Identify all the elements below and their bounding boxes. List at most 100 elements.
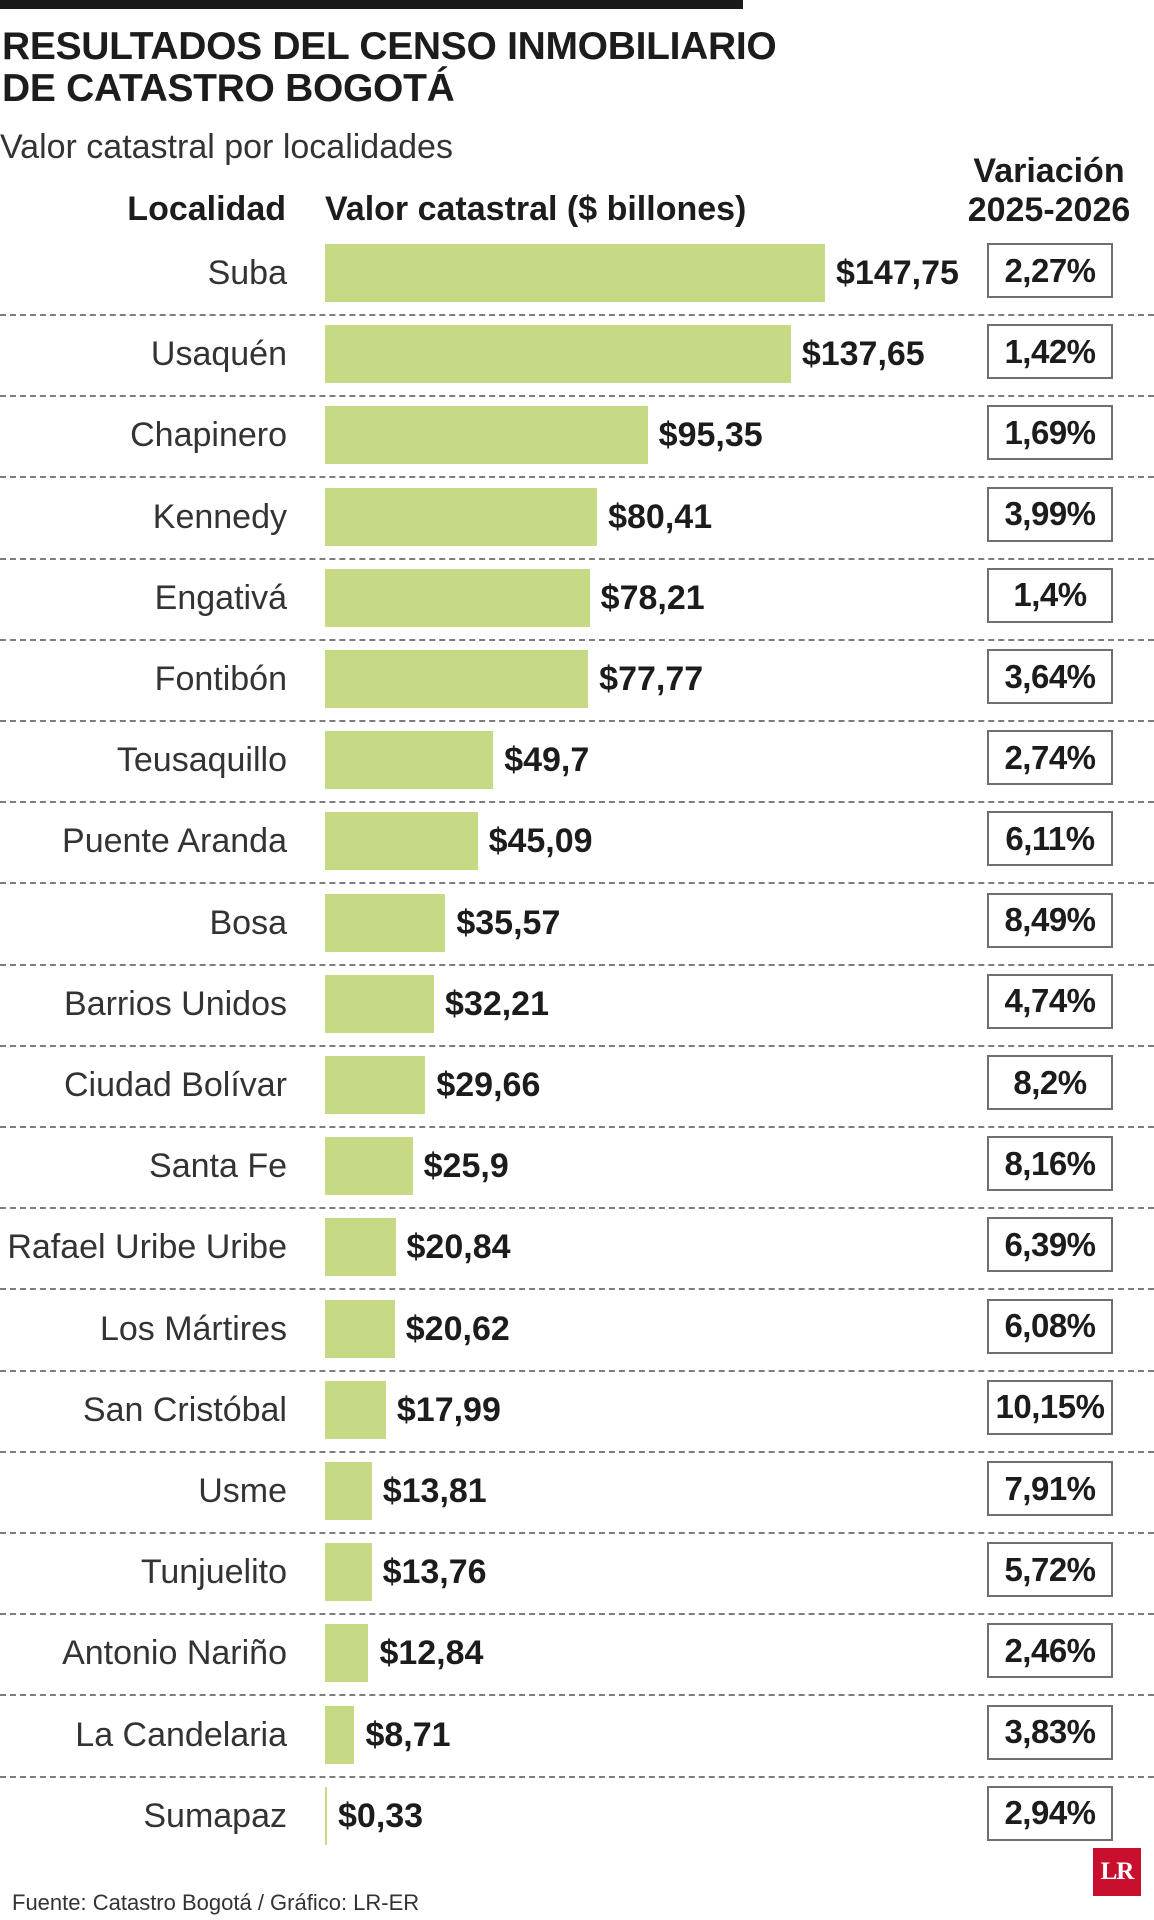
value-bar bbox=[325, 1137, 413, 1196]
value-bar bbox=[325, 325, 791, 384]
value-label: $77,77 bbox=[599, 660, 704, 698]
chart-title-line-1: RESULTADOS DEL CENSO INMOBILIARIO bbox=[2, 25, 777, 68]
chart-row: Kennedy $80,41 3,99% bbox=[0, 486, 1154, 569]
locality-label: Ciudad Bolívar bbox=[63, 1066, 287, 1104]
locality-label: Fontibón bbox=[154, 660, 287, 698]
value-bar bbox=[325, 1786, 327, 1845]
row-divider bbox=[0, 882, 1154, 885]
locality-label: Antonio Nariño bbox=[62, 1634, 287, 1673]
chart-title: RESULTADOS DEL CENSO INMOBILIARIO DE CAT… bbox=[2, 26, 902, 110]
variation-badge: 1,69% bbox=[987, 405, 1113, 461]
variation-badge: 10,15% bbox=[987, 1379, 1113, 1435]
variation-badge: 6,08% bbox=[987, 1298, 1113, 1354]
value-bar bbox=[325, 1462, 372, 1520]
chart-row: Fontibón $77,77 3,64% bbox=[0, 649, 1154, 731]
value-label: $49,7 bbox=[504, 741, 590, 780]
row-divider bbox=[0, 1450, 1154, 1453]
locality-label: Teusaquillo bbox=[116, 741, 287, 780]
value-bar bbox=[325, 650, 589, 708]
value-label: $0,33 bbox=[338, 1796, 424, 1835]
locality-label: Suba bbox=[207, 254, 287, 292]
value-label: $12,84 bbox=[379, 1634, 484, 1673]
row-divider bbox=[0, 720, 1154, 722]
value-bar bbox=[325, 1624, 369, 1683]
locality-label: Usme bbox=[198, 1472, 287, 1510]
row-divider bbox=[0, 963, 1154, 966]
value-bar bbox=[325, 1056, 426, 1114]
source-note: Fuente: Catastro Bogotá / Gráfico: LR-ER bbox=[12, 1890, 420, 1915]
value-label: $137,65 bbox=[801, 335, 925, 374]
variation-badge: 5,72% bbox=[987, 1542, 1113, 1598]
value-label: $20,62 bbox=[405, 1309, 510, 1348]
value-label: $8,71 bbox=[365, 1715, 451, 1754]
value-bar bbox=[325, 568, 590, 627]
locality-label: Usaquén bbox=[150, 335, 287, 374]
value-label: $147,75 bbox=[836, 254, 959, 292]
chart-row: Usaquén $137,65 1,42% bbox=[0, 324, 1154, 406]
value-label: $32,21 bbox=[445, 984, 549, 1023]
value-label: $45,09 bbox=[488, 822, 593, 861]
chart-row: San Cristóbal $17,99 10,15% bbox=[0, 1379, 1154, 1462]
value-bar bbox=[325, 812, 478, 871]
value-bar bbox=[325, 974, 434, 1033]
value-bar bbox=[325, 1543, 372, 1602]
chart-row: Santa Fe $25,9 8,16% bbox=[0, 1136, 1154, 1218]
row-divider bbox=[0, 1288, 1154, 1291]
locality-label: Chapinero bbox=[130, 416, 287, 455]
chart-row: Teusaquillo $49,7 2,74% bbox=[0, 730, 1154, 812]
row-divider bbox=[0, 801, 1154, 804]
variation-badge: 3,64% bbox=[987, 649, 1113, 704]
row-divider bbox=[0, 1694, 1154, 1697]
row-divider bbox=[0, 1207, 1154, 1210]
value-bar bbox=[325, 244, 825, 302]
chart-row: Antonio Nariño $12,84 2,46% bbox=[0, 1623, 1154, 1705]
row-divider bbox=[0, 395, 1154, 398]
value-bar bbox=[325, 731, 494, 790]
variation-column-header: Variación 2025-2026 bbox=[948, 152, 1150, 230]
chart-row: La Candelaria $8,71 3,83% bbox=[0, 1704, 1154, 1787]
row-divider bbox=[0, 1126, 1154, 1128]
row-divider bbox=[0, 1775, 1154, 1778]
chart-row: Ciudad Bolívar $29,66 8,2% bbox=[0, 1055, 1154, 1137]
value-label: $29,66 bbox=[436, 1066, 541, 1104]
value-label: $78,21 bbox=[600, 578, 705, 617]
variation-badge: 2,74% bbox=[987, 730, 1113, 786]
variation-badge: 2,27% bbox=[987, 243, 1113, 298]
locality-label: Sumapaz bbox=[143, 1796, 287, 1835]
value-bar bbox=[325, 406, 648, 465]
row-divider bbox=[0, 476, 1154, 479]
chart-title-line-2: DE CATASTRO BOGOTÁ bbox=[2, 67, 455, 110]
chart-subtitle: Valor catastral por localidades bbox=[0, 128, 453, 166]
chart-row: Engativá $78,21 1,4% bbox=[0, 567, 1154, 650]
locality-label: Bosa bbox=[209, 903, 288, 942]
chart-row: Usme $13,81 7,91% bbox=[0, 1461, 1154, 1543]
variation-header-line-2: 2025-2026 bbox=[967, 191, 1131, 229]
variation-badge: 6,11% bbox=[987, 811, 1113, 867]
locality-label: San Cristóbal bbox=[82, 1390, 287, 1429]
value-label: $20,84 bbox=[406, 1228, 511, 1267]
chart-row: Bosa $35,57 8,49% bbox=[0, 892, 1154, 975]
variation-header-line-1: Variación bbox=[973, 152, 1125, 190]
value-label: $95,35 bbox=[658, 416, 763, 455]
locality-label: Barrios Unidos bbox=[64, 984, 287, 1023]
variation-badge: 6,39% bbox=[987, 1217, 1113, 1273]
row-divider bbox=[0, 314, 1154, 316]
value-bar bbox=[325, 893, 446, 952]
value-bar bbox=[325, 1299, 395, 1358]
row-divider bbox=[0, 1613, 1154, 1616]
value-label: $35,57 bbox=[456, 903, 561, 942]
variation-badge: 2,94% bbox=[987, 1785, 1113, 1841]
chart-row: Sumapaz $0,33 2,94% bbox=[0, 1785, 1154, 1868]
locality-label: Santa Fe bbox=[149, 1147, 287, 1186]
value-bar bbox=[325, 487, 598, 546]
locality-label: Engativá bbox=[154, 578, 287, 617]
locality-label: Rafael Uribe Uribe bbox=[7, 1228, 287, 1267]
chart-row: Barrios Unidos $32,21 4,74% bbox=[0, 973, 1154, 1056]
locality-label: Puente Aranda bbox=[62, 822, 287, 861]
locality-label: Los Mártires bbox=[99, 1309, 287, 1348]
variation-badge: 7,91% bbox=[987, 1461, 1113, 1516]
value-label: $25,9 bbox=[423, 1147, 509, 1186]
lr-logo: LR bbox=[1093, 1848, 1141, 1896]
row-divider bbox=[0, 1532, 1154, 1534]
